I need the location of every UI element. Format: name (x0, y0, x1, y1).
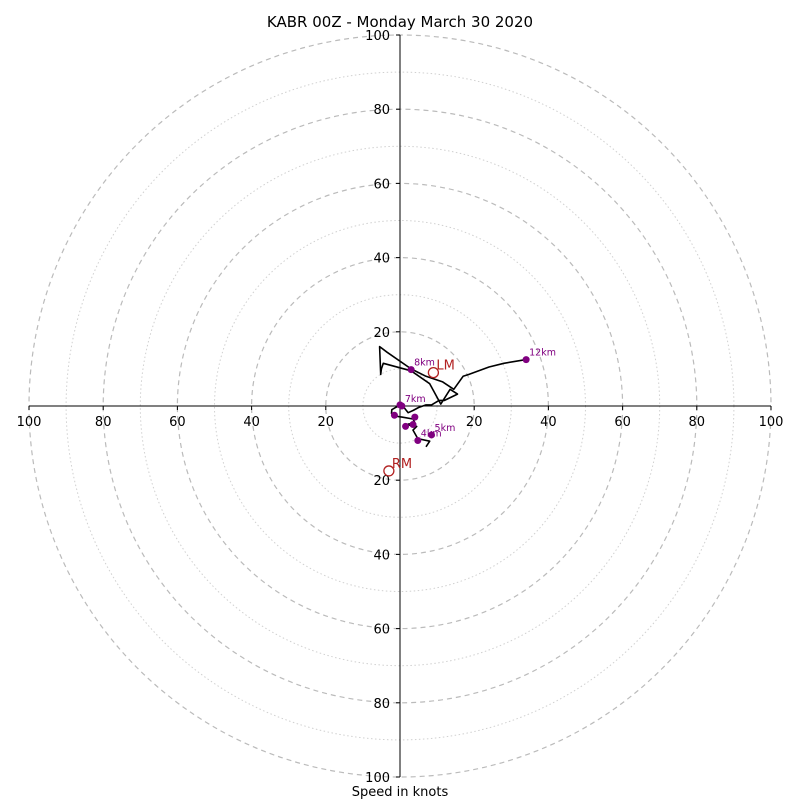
y-tick-label: 20 (373, 474, 390, 489)
x-tick-label: 60 (169, 415, 186, 430)
height-marker (428, 431, 436, 439)
x-tick-label: 40 (540, 415, 557, 430)
height-marker (402, 422, 410, 430)
height-label: 12km (529, 348, 556, 359)
x-tick-label: 80 (95, 415, 112, 430)
y-tick-label: 40 (373, 548, 390, 563)
y-tick-label: 60 (373, 623, 390, 638)
x-axis-label: Speed in knots (352, 785, 449, 800)
storm-motion-marker (383, 465, 395, 477)
height-label: 7km (405, 394, 426, 405)
height-marker (409, 421, 417, 429)
x-tick-label: 20 (318, 415, 335, 430)
height-marker (407, 366, 415, 374)
y-tick-label: 40 (373, 252, 390, 267)
height-marker (411, 413, 419, 421)
storm-motion-marker (427, 366, 440, 379)
x-tick-label: 100 (759, 415, 784, 430)
x-tick-label: 80 (689, 415, 706, 430)
x-tick-label: 60 (614, 415, 631, 430)
y-tick-label: 100 (365, 29, 390, 44)
storm-motion-markers: LM RM (383, 359, 455, 477)
height-marker (390, 411, 398, 419)
wind-trace (378, 345, 527, 448)
x-tick-label: 100 (17, 415, 42, 430)
y-tick-label: 60 (373, 177, 390, 192)
height-label: 5km (435, 423, 456, 434)
height-markers: 4km5km7km8km12km (390, 348, 556, 445)
height-marker (398, 402, 406, 410)
height-marker (414, 437, 422, 445)
y-tick-label: 80 (373, 103, 390, 118)
tick-labels: 100 100 80 80 60 60 40 40 20 20 20 20 40 40 60 60 80 80 10… (17, 29, 784, 786)
hodograph-line (378, 345, 527, 448)
storm-motion-label: RM (392, 457, 412, 472)
y-tick-label: 100 (365, 771, 390, 786)
chart-title: KABR 00Z - Monday March 30 2020 (267, 13, 533, 31)
x-tick-label: 20 (466, 415, 483, 430)
storm-motion-label: LM (436, 359, 454, 374)
y-tick-label: 20 (373, 326, 390, 341)
x-tick-label: 40 (243, 415, 260, 430)
y-tick-label: 80 (373, 697, 390, 712)
height-label: 8km (414, 358, 435, 369)
height-marker (522, 356, 530, 364)
